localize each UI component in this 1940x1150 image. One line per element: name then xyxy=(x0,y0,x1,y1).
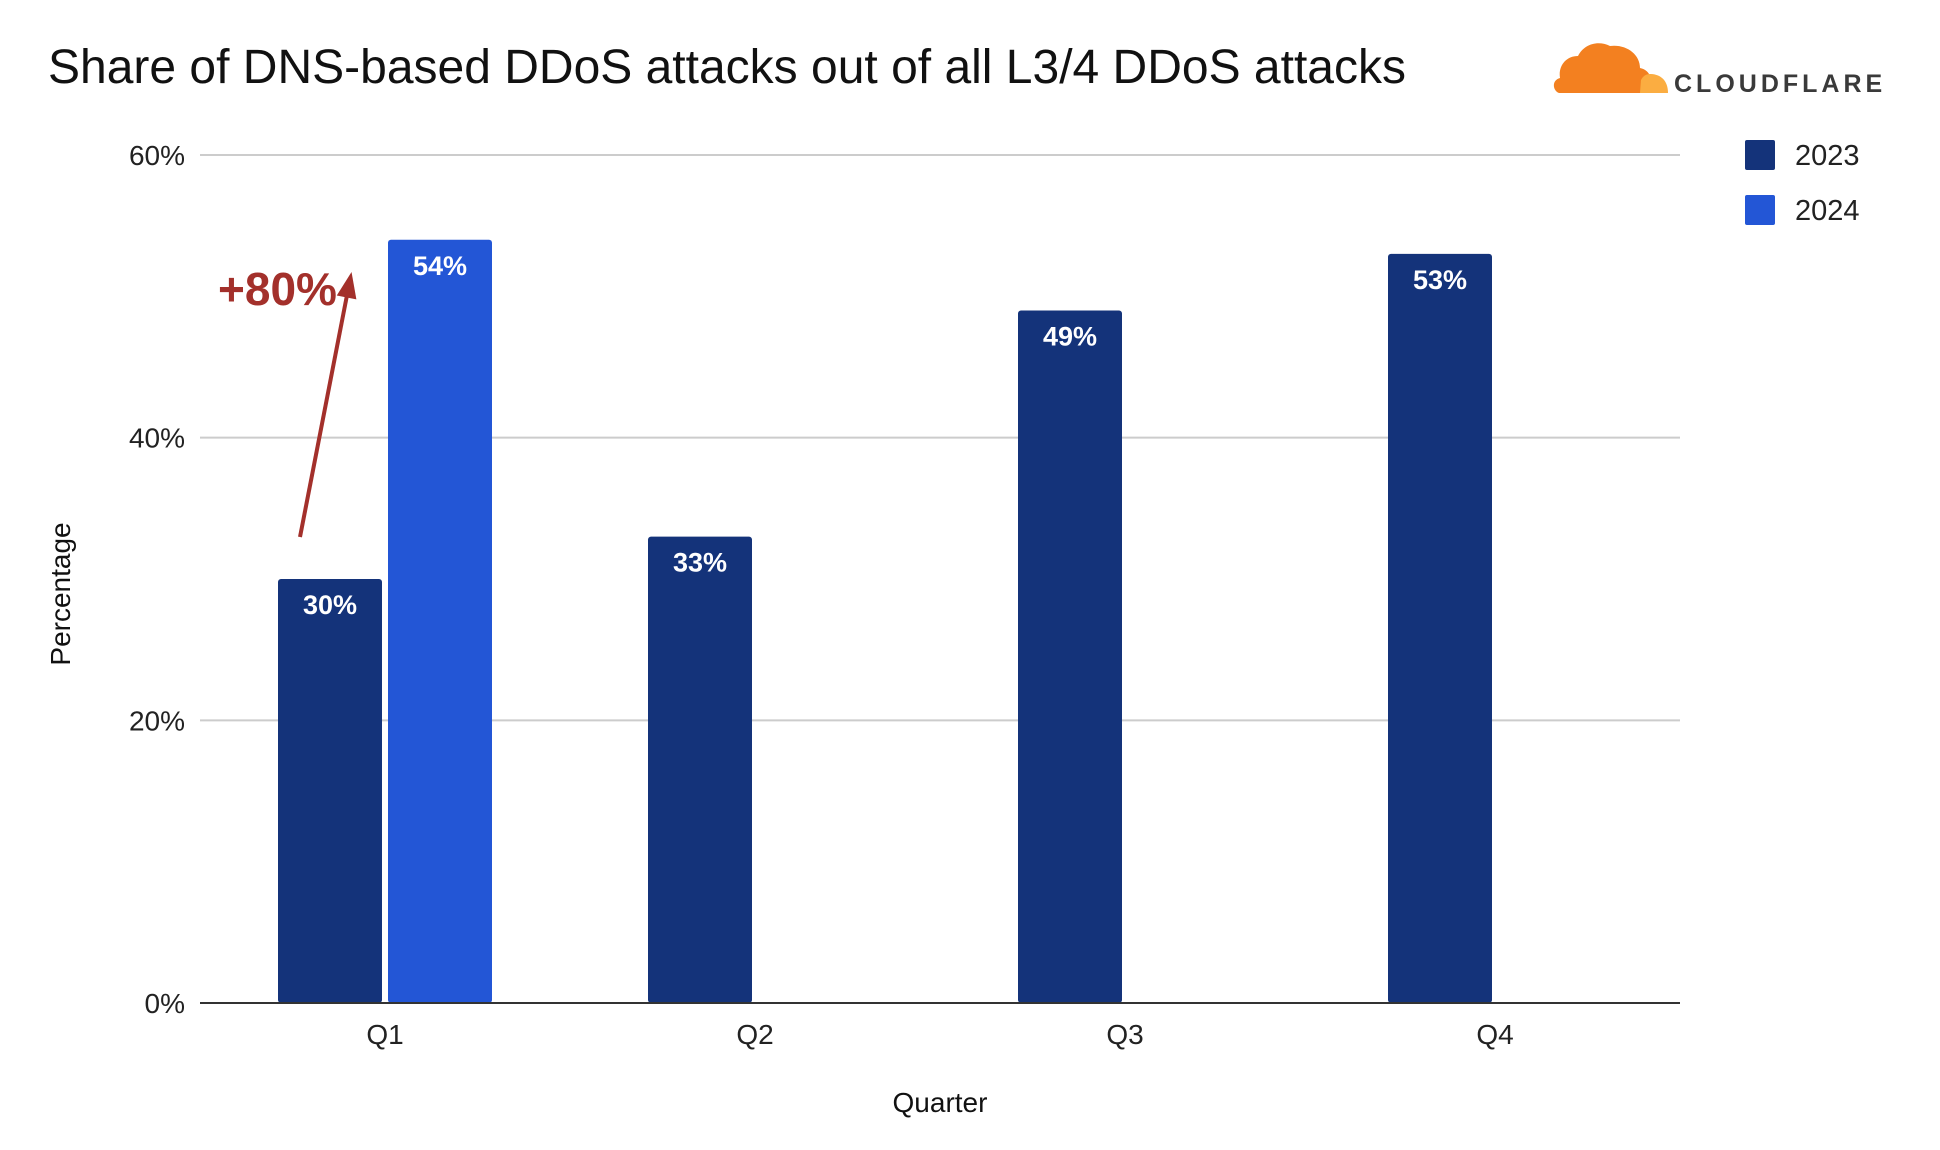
data-label: 30% xyxy=(303,590,357,620)
y-axis-ticks: 0% 20% 40% 60% xyxy=(129,140,185,1019)
data-label: 49% xyxy=(1043,321,1097,351)
annotation-label: +80% xyxy=(218,263,337,315)
y-axis-title: Percentage xyxy=(45,522,76,665)
bar-2024-Q1 xyxy=(388,239,492,1004)
bar-2023-Q2 xyxy=(648,536,752,1003)
x-tick-label: Q3 xyxy=(1106,1019,1143,1050)
bar-2023-Q1 xyxy=(278,579,382,1003)
data-label: 33% xyxy=(673,548,727,578)
annotation-arrow-head xyxy=(336,271,357,300)
cloudflare-logo: CLOUDFLARE xyxy=(1553,43,1886,98)
bars: 30% 54% 33% 49% 53% xyxy=(278,239,1492,1004)
bar-2023-Q4 xyxy=(1388,253,1492,1003)
legend: 2023 2024 xyxy=(1745,140,1860,227)
annotation-arrow-line xyxy=(298,279,352,538)
x-tick-label: Q1 xyxy=(366,1019,403,1050)
x-tick-label: Q4 xyxy=(1476,1019,1513,1050)
x-axis-title: Quarter xyxy=(893,1087,988,1118)
cloud-icon xyxy=(1553,43,1668,93)
legend-swatch xyxy=(1745,195,1775,225)
x-axis-ticks: Q1 Q2 Q3 Q4 xyxy=(366,1019,1513,1050)
y-tick-label: 40% xyxy=(129,423,185,454)
y-tick-label: 60% xyxy=(129,140,185,171)
bar-2023-Q3 xyxy=(1018,310,1122,1003)
chart-title: Share of DNS-based DDoS attacks out of a… xyxy=(48,41,1406,94)
legend-swatch xyxy=(1745,140,1775,170)
logo-wordmark: CLOUDFLARE xyxy=(1674,70,1886,98)
legend-label: 2023 xyxy=(1795,140,1860,172)
y-tick-label: 0% xyxy=(145,988,185,1019)
legend-label: 2024 xyxy=(1795,195,1860,227)
data-label: 53% xyxy=(1413,265,1467,295)
data-label: 54% xyxy=(413,251,467,281)
x-tick-label: Q2 xyxy=(736,1019,773,1050)
y-tick-label: 20% xyxy=(129,705,185,736)
growth-annotation: +80% xyxy=(218,263,357,538)
